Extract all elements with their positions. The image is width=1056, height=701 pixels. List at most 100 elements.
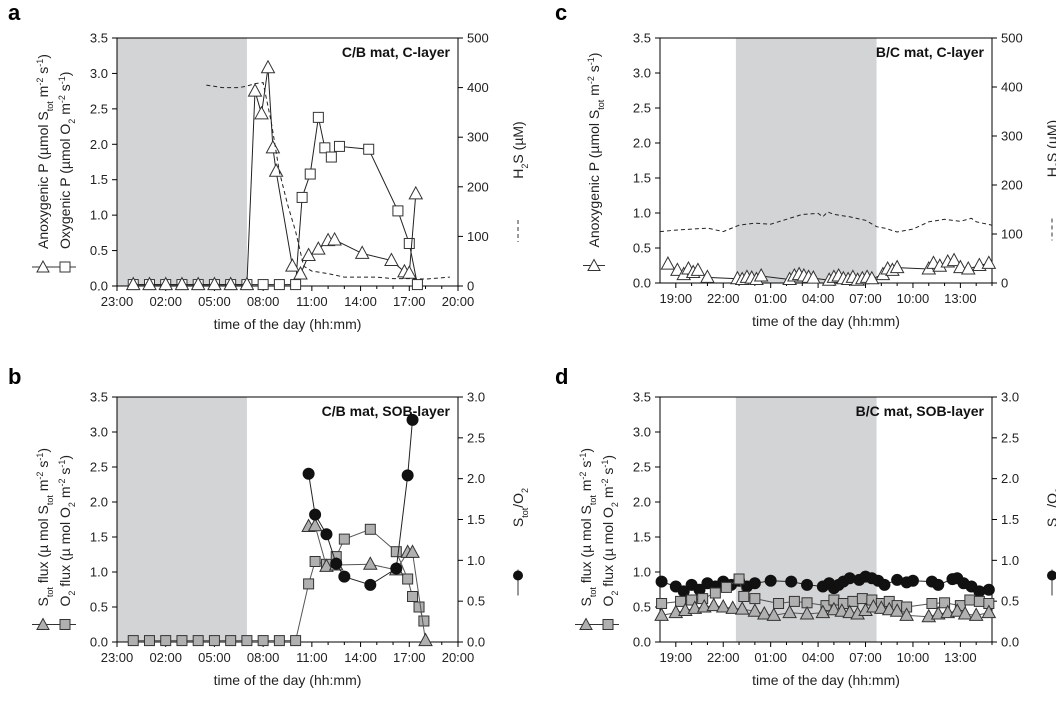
y2-tick-label: 400 bbox=[467, 80, 489, 95]
y2-legend-circle bbox=[513, 570, 523, 581]
y-tick-label: 1.0 bbox=[90, 565, 108, 580]
y-axis-title: Anoxygenic P (µmol Stot m-2 s-1) bbox=[35, 54, 55, 249]
label-part: tot bbox=[45, 587, 55, 598]
legend-triangle bbox=[587, 258, 601, 271]
triangle-marker bbox=[747, 603, 763, 617]
y-tick-label: 1.5 bbox=[633, 530, 651, 545]
triangle-marker bbox=[354, 245, 370, 259]
y2-axis-title-group: H2S (µM) bbox=[510, 121, 530, 178]
square-marker bbox=[225, 635, 237, 647]
square-marker bbox=[304, 168, 316, 180]
square-marker bbox=[413, 601, 425, 613]
y-axis-title-group: Stot flux (µ mol Stot m-2 s-1) bbox=[32, 448, 55, 630]
label-part: -1 bbox=[57, 76, 67, 84]
square-marker bbox=[273, 279, 285, 291]
label-part: -2 bbox=[35, 78, 45, 86]
y-tick-label: 0.0 bbox=[633, 635, 651, 650]
y2-tick-label: 2.0 bbox=[1001, 471, 1019, 486]
y2-tick-label: 0 bbox=[467, 279, 474, 294]
y2-tick-label: 1.0 bbox=[467, 553, 485, 568]
y-tick-label: 0.5 bbox=[633, 600, 651, 615]
square-marker bbox=[411, 279, 423, 291]
triangle-marker bbox=[265, 139, 281, 154]
square-marker bbox=[363, 143, 375, 155]
label-part: -1 bbox=[578, 453, 588, 461]
triangle-marker bbox=[125, 276, 141, 291]
night-shade bbox=[117, 397, 247, 642]
legend-square bbox=[59, 261, 71, 273]
square-marker bbox=[720, 581, 732, 593]
square-marker bbox=[973, 595, 985, 607]
y-axis-title: Oxygenic P (µmol O2 m-2 s-1) bbox=[57, 72, 77, 249]
label-part: -2 bbox=[600, 478, 610, 486]
label-part: O bbox=[600, 596, 616, 607]
triangle-marker bbox=[968, 607, 984, 621]
panel-letter: a bbox=[8, 0, 21, 25]
y2-axis-title-group: Stot/O2 bbox=[1044, 488, 1056, 527]
y2-tick-label: 3.0 bbox=[467, 390, 485, 405]
square-marker bbox=[296, 191, 308, 203]
label-part: ) bbox=[57, 455, 73, 460]
y2-tick-label: 400 bbox=[1001, 80, 1023, 95]
y-tick-label: 0.5 bbox=[633, 241, 651, 256]
y2-tick-label: 3.0 bbox=[1001, 390, 1019, 405]
y2-tick-label: 200 bbox=[1001, 178, 1023, 193]
y2-tick-label: 200 bbox=[467, 179, 489, 194]
y2-axis-title: Stot/O2 bbox=[1044, 488, 1056, 527]
circle-marker bbox=[364, 578, 377, 591]
x-tick-label: 14:00 bbox=[344, 294, 377, 309]
y-axis-title: Stot flux (µ mol Stot m-2 s-1) bbox=[578, 448, 598, 607]
x-tick-label: 14:00 bbox=[344, 650, 377, 665]
y2-tick-label: 300 bbox=[467, 130, 489, 145]
square-marker bbox=[192, 635, 204, 647]
label-part: 2 bbox=[610, 502, 620, 507]
triangle-marker bbox=[799, 605, 815, 620]
label-part: m bbox=[600, 486, 616, 502]
triangle-marker bbox=[319, 558, 334, 572]
legend-triangle bbox=[36, 259, 50, 273]
label-part: ) bbox=[578, 448, 594, 453]
label-part: m bbox=[578, 480, 594, 496]
y-tick-label: 0.0 bbox=[633, 276, 651, 291]
x-tick-label: 07:00 bbox=[849, 650, 882, 665]
triangle-marker bbox=[260, 59, 276, 74]
label-part: 2 bbox=[1054, 488, 1056, 493]
label-part: ) bbox=[600, 455, 616, 460]
triangle-marker bbox=[223, 276, 239, 291]
y2-tick-label: 0.0 bbox=[467, 635, 485, 650]
label-part: 2 bbox=[1054, 162, 1056, 167]
label-part: Anoxygenic P (µmol S bbox=[35, 111, 51, 249]
x-tick-label: 23:00 bbox=[101, 294, 134, 309]
square-marker bbox=[290, 279, 302, 291]
label-part: S bbox=[510, 518, 526, 527]
label-part: 2 bbox=[520, 164, 530, 169]
circle-marker bbox=[801, 578, 814, 591]
square-marker bbox=[856, 593, 868, 605]
triangle-marker bbox=[362, 556, 378, 570]
triangle-marker bbox=[690, 262, 706, 276]
circle-marker bbox=[785, 575, 798, 588]
label-part: m bbox=[57, 103, 73, 119]
y-tick-label: 1.0 bbox=[633, 565, 651, 580]
triangle-marker bbox=[981, 255, 997, 269]
label-part: H bbox=[1044, 167, 1056, 177]
x-tick-label: 19:00 bbox=[660, 650, 693, 665]
triangle-marker bbox=[384, 252, 399, 266]
label-part: Anoxygenic P (µmol S bbox=[586, 110, 602, 248]
panel-letter: b bbox=[8, 364, 21, 389]
y-tick-label: 1.0 bbox=[633, 206, 651, 221]
triangle-marker bbox=[815, 604, 831, 619]
label-part: /O bbox=[510, 493, 526, 508]
x-tick-label: 13:00 bbox=[944, 650, 977, 665]
triangle-marker bbox=[654, 607, 669, 621]
y-tick-label: 2.5 bbox=[90, 101, 108, 116]
y2-axis-title: Stot/O2 bbox=[510, 488, 530, 527]
y-tick-label: 3.0 bbox=[633, 425, 651, 440]
triangle-marker bbox=[687, 600, 703, 614]
triangle-marker bbox=[864, 270, 880, 285]
square-marker bbox=[675, 595, 687, 607]
y-axis-title-group: Anoxygenic P (µmol Stot m-2 s-1) bbox=[583, 53, 606, 271]
y-tick-label: 2.0 bbox=[633, 495, 651, 510]
x-tick-label: 23:00 bbox=[101, 650, 134, 665]
square-marker bbox=[176, 635, 188, 647]
